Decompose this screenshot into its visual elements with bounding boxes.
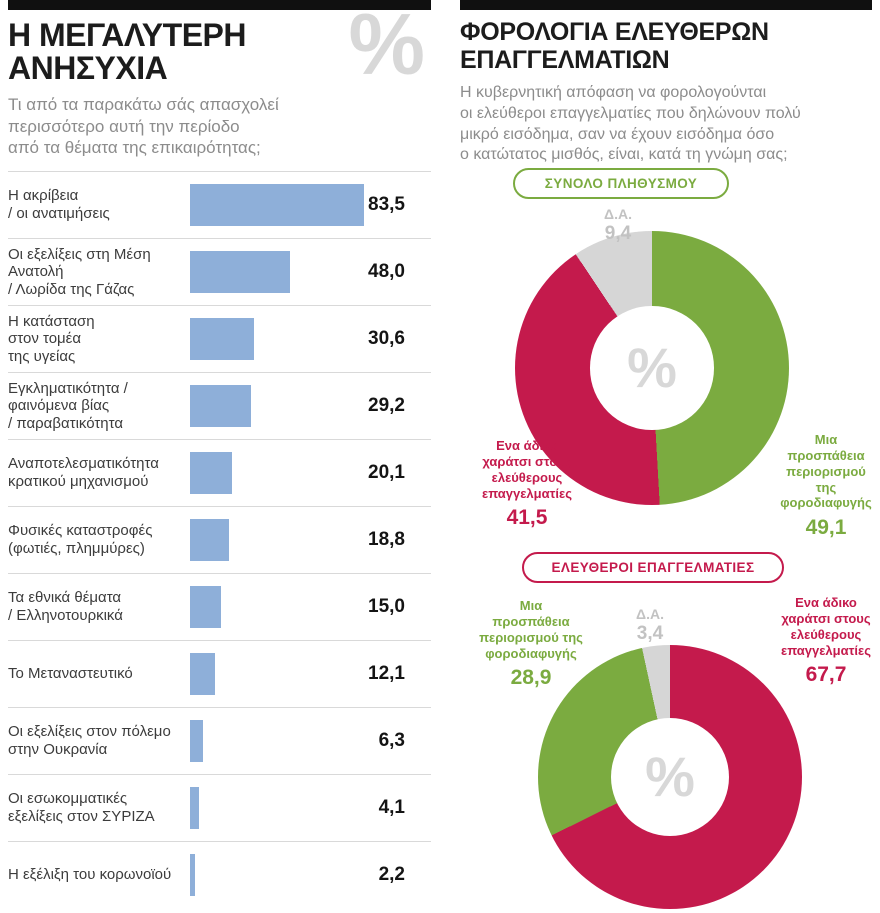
bar-value: 83,5 [368, 194, 405, 216]
bar-track [190, 452, 398, 495]
bar-row: Η εξέλιξη του κορωνοϊού 2,2 [8, 841, 431, 908]
right-subtitle: Η κυβερνητική απόφαση να φορολογούνται ο… [460, 84, 801, 164]
bar-label: Η εξέλιξη του κορωνοϊού [8, 866, 172, 884]
donut-chart-freelancers: % [538, 645, 802, 909]
bar-label: Εγκληματικότητα / φαινόμενα βίας / παραβ… [8, 379, 128, 432]
percent-watermark: % [348, 0, 425, 93]
bar-value: 20,1 [368, 462, 405, 484]
donut1-green-value: 49,1 [805, 516, 847, 540]
left-title: Η ΜΕΓΑΛΥΤΕΡΗ ΑΝΗΣΥΧΙΑ [8, 17, 246, 86]
bar-row: Φυσικές καταστροφές (φωτιές, πλημμύρες) … [8, 506, 431, 573]
bar-track [190, 787, 398, 830]
bar-track [190, 519, 398, 562]
donut2-red-name: Ενα άδικο χαράτσι στους ελεύθερους επαγγ… [781, 595, 871, 658]
bar-row: Η κατάσταση στον τομέα της υγείας 30,6 [8, 305, 431, 372]
bar [190, 720, 204, 763]
bar [190, 854, 195, 897]
bar-track [190, 586, 398, 629]
donut2-red-value: 67,7 [805, 663, 847, 687]
bar-track [190, 720, 398, 763]
donut2-green-segment-label: Μια προσπάθεια περιορισμού της φοροδιαφυ… [478, 598, 584, 690]
bar-track [190, 318, 398, 361]
bar-label: Οι εξελίξεις στον πόλεμο στην Ουκρανία [8, 723, 171, 759]
donut1-red-name: Ενα άδικο χαράτσι στους ελεύθερους επαγγ… [482, 438, 572, 501]
bar-value: 4,1 [378, 797, 405, 819]
bar-row: Το Μεταναστευτικό 12,1 [8, 640, 431, 707]
donut2-da-label: Δ.Α. 3,4 [618, 606, 682, 645]
donut-chart-total-population: % [515, 231, 789, 505]
bar-track [190, 184, 398, 227]
bar-label: Τα εθνικά θέματα / Ελληνοτουρκικά [8, 589, 123, 625]
bar-row: Οι εσωκομματικές εξελίξεις στον ΣΥΡΙΖΑ 4… [8, 774, 431, 841]
bar-label: Η κατάσταση στον τομέα της υγείας [8, 312, 95, 365]
bar-row: Η ακρίβεια / οι ανατιμήσεις 83,5 [8, 171, 431, 238]
bar-chart: Η ακρίβεια / οι ανατιμήσεις 83,5 Οι εξελ… [8, 171, 431, 908]
bar [190, 586, 222, 629]
bar-row: Οι εξελίξεις στη Μέση Ανατολή / Λωρίδα τ… [8, 238, 431, 305]
donut2-red-segment-label: Ενα άδικο χαράτσι στους ελεύθερους επαγγ… [778, 595, 874, 687]
bar [190, 318, 254, 361]
bar-label: Αναποτελεσματικότητα κρατικού μηχανισμού [8, 455, 159, 491]
bar [190, 184, 364, 227]
donut1-center: % [590, 306, 714, 430]
bar-value: 30,6 [368, 328, 405, 350]
donut1-da-label: Δ.Α. 9,4 [586, 206, 650, 245]
bar-value: 2,2 [378, 864, 405, 886]
donut2-green-name: Μια προσπάθεια περιορισμού της φοροδιαφυ… [479, 598, 583, 661]
donut1-percent-watermark: % [627, 335, 677, 399]
bar [190, 787, 199, 830]
bar-value: 48,0 [368, 261, 405, 283]
bar-row: Αναποτελεσματικότητα κρατικού μηχανισμού… [8, 439, 431, 506]
left-panel: Η ΜΕΓΑΛΥΤΕΡΗ ΑΝΗΣΥΧΙΑ % Τι από τα παρακά… [8, 0, 431, 908]
bar-label: Οι εσωκομματικές εξελίξεις στον ΣΥΡΙΖΑ [8, 790, 155, 826]
bar-track [190, 653, 398, 696]
donut2-da-value: 3,4 [636, 623, 664, 644]
bar-label: Φυσικές καταστροφές (φωτιές, πλημμύρες) [8, 522, 153, 558]
donut1-da-name: Δ.Α. [604, 206, 632, 222]
donut1-red-segment-label: Ενα άδικο χαράτσι στους ελεύθερους επαγγ… [474, 438, 580, 530]
donut1-da-value: 9,4 [604, 223, 632, 244]
bar-value: 15,0 [368, 596, 405, 618]
bar [190, 519, 230, 562]
bar [190, 251, 290, 294]
bar-label: Η ακρίβεια / οι ανατιμήσεις [8, 187, 110, 223]
donut2-center: % [610, 717, 730, 837]
bar-label: Το Μεταναστευτικό [8, 665, 133, 683]
bar-track [190, 854, 398, 897]
right-panel: ΦΟΡΟΛΟΓΙΑ ΕΛΕΥΘΕΡΩΝ ΕΠΑΓΓΕΛΜΑΤΙΩΝ Η κυβε… [460, 0, 872, 909]
bar-value: 6,3 [378, 730, 405, 752]
donut1-green-name: Μια προσπάθεια περιορισμού της φοροδιαφυ… [780, 432, 872, 511]
donut1-title-badge: ΣΥΝΟΛΟ ΠΛΗΘΥΣΜΟΥ [513, 168, 729, 199]
bar-track [190, 251, 398, 294]
bar-row: Τα εθνικά θέματα / Ελληνοτουρκικά 15,0 [8, 573, 431, 640]
bar-value: 12,1 [368, 663, 405, 685]
bar-value: 18,8 [368, 529, 405, 551]
donut2-da-name: Δ.Α. [636, 606, 664, 622]
left-top-bar [8, 0, 431, 10]
bar [190, 385, 251, 428]
bar-row: Οι εξελίξεις στον πόλεμο στην Ουκρανία 6… [8, 707, 431, 774]
bar-label: Οι εξελίξεις στη Μέση Ανατολή / Λωρίδα τ… [8, 245, 151, 298]
donut2-percent-watermark: % [645, 744, 695, 808]
donut2-title-badge: ΕΛΕΥΘΕΡΟΙ ΕΠΑΓΓΕΛΜΑΤΙΕΣ [522, 552, 784, 583]
bar-row: Εγκληματικότητα / φαινόμενα βίας / παραβ… [8, 372, 431, 439]
right-top-bar [460, 0, 872, 10]
donut1-green-segment-label: Μια προσπάθεια περιορισμού της φοροδιαφυ… [778, 432, 874, 540]
bar-track [190, 385, 398, 428]
bar-value: 29,2 [368, 395, 405, 417]
donut1-red-value: 41,5 [506, 506, 548, 530]
right-title: ΦΟΡΟΛΟΓΙΑ ΕΛΕΥΘΕΡΩΝ ΕΠΑΓΓΕΛΜΑΤΙΩΝ [460, 18, 769, 74]
bar [190, 653, 216, 696]
donut2-green-value: 28,9 [510, 666, 552, 690]
left-subtitle: Τι από τα παρακάτω σάς απασχολεί περισσό… [8, 94, 279, 158]
bar [190, 452, 232, 495]
